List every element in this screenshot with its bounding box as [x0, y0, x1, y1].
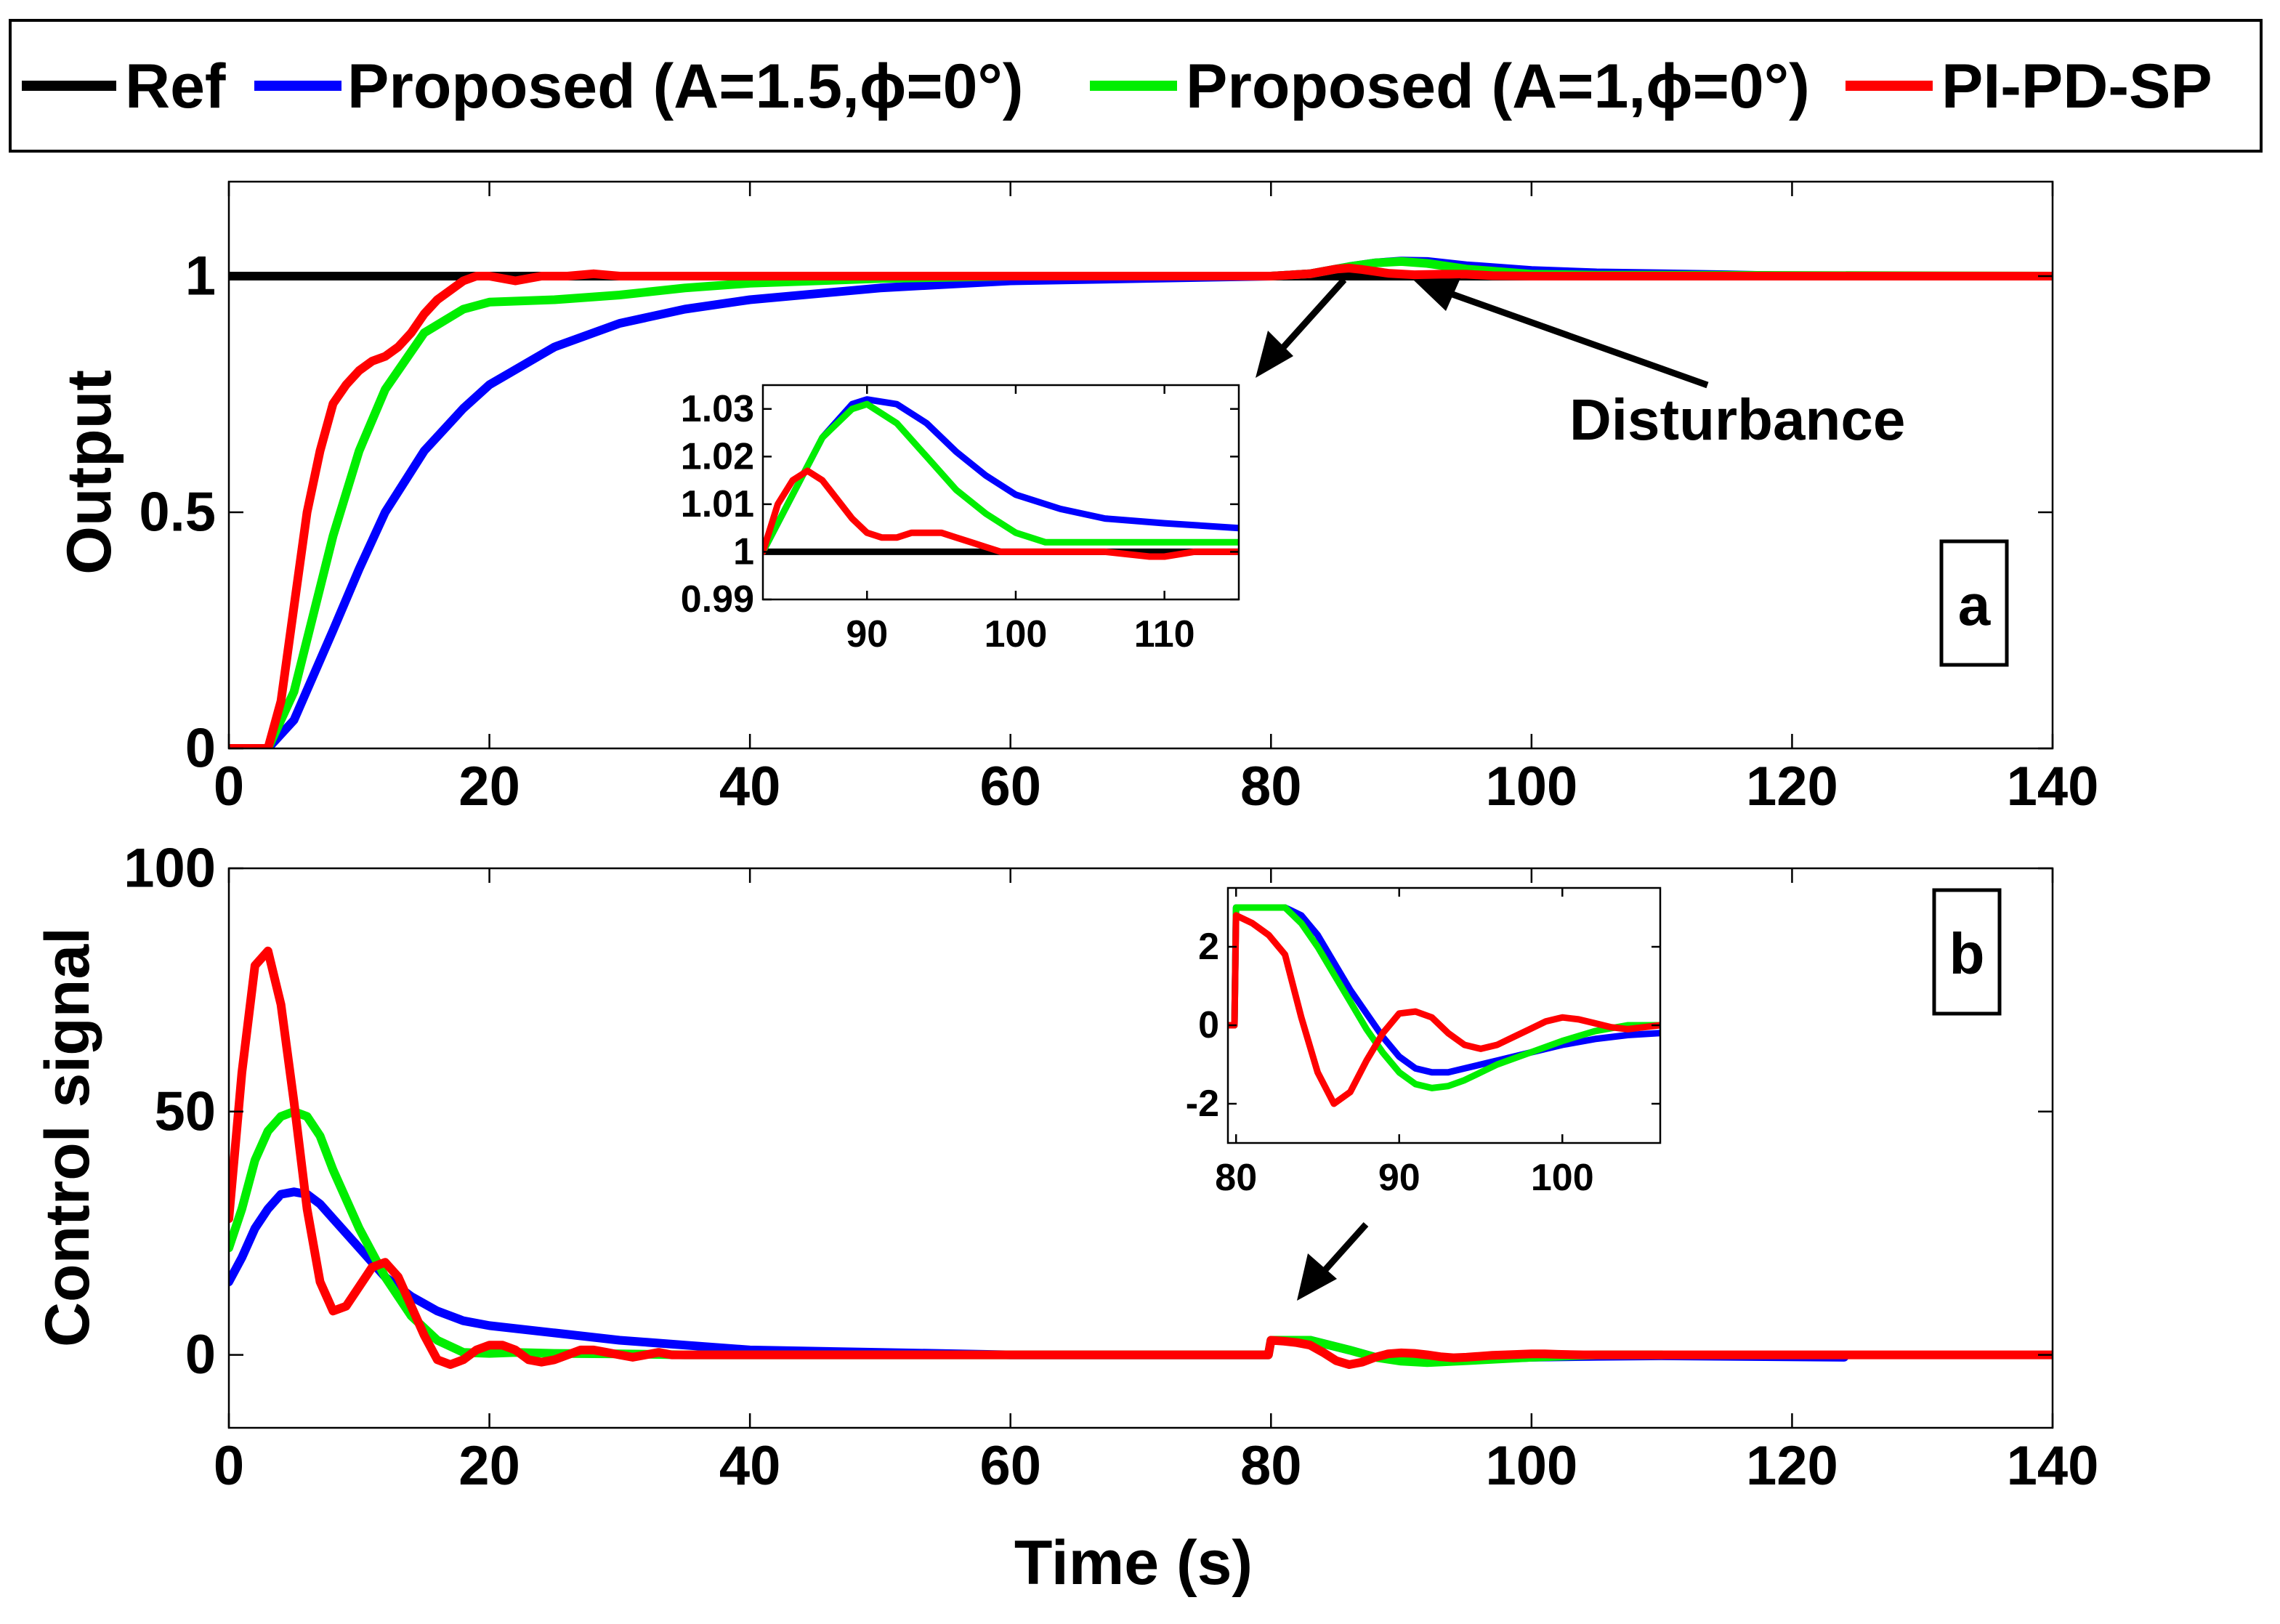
control-ytick-label: 50: [154, 1080, 216, 1142]
output-ytick-label: 0.5: [139, 482, 216, 544]
output_inset-frame: [761, 384, 1240, 601]
control-xtick-label: 140: [2007, 1435, 2099, 1497]
output-frame: [227, 180, 2054, 750]
output-ytick-label: 1: [185, 246, 216, 307]
legend-label-pipdsp: PI-PD-SP: [1941, 52, 2212, 121]
output_inset-ytick-label: 1.03: [681, 388, 754, 430]
output-xtick-label: 20: [458, 756, 520, 817]
panel-b-label: b: [1949, 921, 1985, 986]
panel-a-label: a: [1958, 573, 1991, 637]
control_inset-frame: [1226, 886, 1662, 1144]
legend: Ref Proposed (A=1.5,ϕ=0°) Proposed (A=1,…: [9, 19, 2263, 153]
output_inset-ytick-label: 1: [733, 530, 754, 573]
output-xtick-label: 60: [979, 756, 1041, 817]
control_inset-series-group: [1228, 904, 1660, 1107]
output-ylabel: Output: [54, 370, 124, 575]
output-xtick-label: 80: [1240, 756, 1302, 817]
output-xtick-label: 0: [214, 756, 244, 817]
output_inset-xtick-label: 100: [985, 613, 1048, 655]
control-ylabel: Control signal: [33, 927, 102, 1347]
control_inset-ytick-label: 2: [1198, 926, 1219, 968]
control_inset-xtick-label: 90: [1378, 1157, 1420, 1199]
legend-label-proposed-a1: Proposed (A=1,ϕ=0°): [1186, 52, 1810, 121]
output-xtick-label: 40: [719, 756, 781, 817]
output-xtick-label: 100: [1485, 756, 1577, 817]
panel-b-box: [1932, 888, 2002, 1016]
control-series-pipdsp: [229, 946, 2053, 1369]
disturbance-arrow: [1413, 278, 1709, 389]
panel-a-box: [1939, 539, 2009, 667]
control-xtick-label: 100: [1485, 1435, 1577, 1497]
output_inset-ytick-label: 0.99: [681, 578, 754, 621]
output-series-pipdsp: [229, 264, 2053, 748]
control_inset-xtick-label: 100: [1531, 1157, 1594, 1199]
control-inset-axes: 80 90 100 -2 0 2: [1186, 886, 1662, 1199]
control-frame: [227, 867, 2054, 1429]
output-series-group: [229, 256, 2053, 748]
control_inset-ytick-label: -2: [1186, 1083, 1219, 1125]
control_inset-series-proposed_a1: [1228, 904, 1660, 1091]
control-xtick-label: 0: [214, 1435, 244, 1497]
control-xtick-label: 60: [979, 1435, 1041, 1497]
inset-pointer-arrow: [1256, 277, 1347, 378]
output-xtick-label: 120: [1746, 756, 1838, 817]
control-series-group: [229, 946, 2053, 1369]
control_inset-plot-area: [1228, 888, 1660, 1143]
output-ytick-label: 0: [185, 718, 216, 780]
legend-label-ref: Ref: [125, 52, 226, 121]
output_inset-xtick-label: 90: [846, 613, 888, 655]
control-ytick-label: 0: [185, 1324, 216, 1386]
control-xtick-label: 40: [719, 1435, 781, 1497]
control_inset-xtick-label: 80: [1215, 1157, 1257, 1199]
output-series-proposed_a1: [229, 256, 2053, 748]
output-xtick-label: 140: [2007, 756, 2099, 817]
control-xtick-label: 80: [1240, 1435, 1302, 1497]
output_inset-series-pipdsp: [763, 467, 1239, 560]
output_inset-ytick-label: 1.01: [681, 483, 754, 525]
output-inset-axes: 90 100 110 0.99 1 1.01 1.02 1.03: [681, 384, 1240, 655]
control-xtick-label: 20: [458, 1435, 520, 1497]
output_inset-ytick-label: 1.02: [681, 435, 754, 477]
output_inset-series-group: [763, 396, 1239, 560]
legend-label-proposed-a15: Proposed (A=1.5,ϕ=0°): [347, 52, 1023, 121]
output_inset-xtick-label: 110: [1134, 613, 1195, 655]
control-xlabel: Time (s): [1014, 1528, 1253, 1598]
control-xtick-label: 120: [1746, 1435, 1838, 1497]
control-inset-pointer-arrow: [1297, 1221, 1369, 1301]
control-ytick-label: 100: [124, 838, 216, 900]
control_inset-series-pipdsp: [1228, 912, 1660, 1107]
disturbance-label: Disturbance: [1569, 387, 1905, 452]
control_inset-ytick-label: 0: [1198, 1004, 1219, 1046]
output_inset-series-proposed_a1: [763, 400, 1239, 555]
